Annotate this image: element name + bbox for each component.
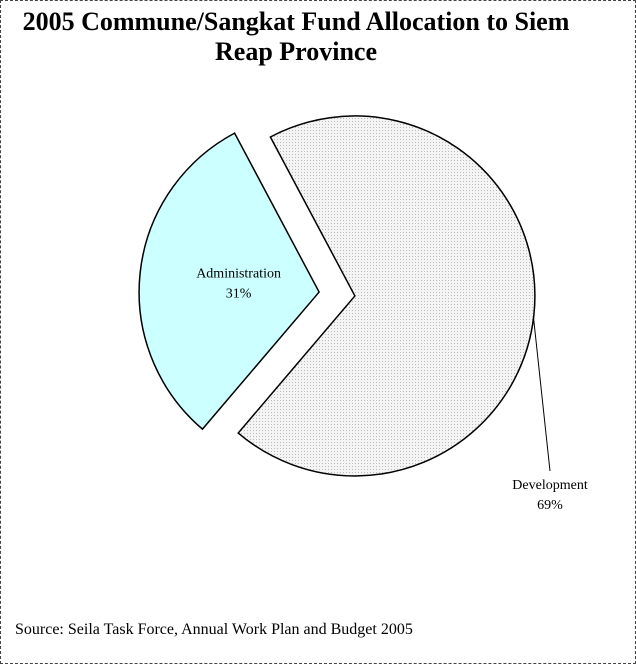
pie-slice [237, 115, 536, 477]
slice-value-label: 69% [537, 498, 563, 513]
source-note: Source: Seila Task Force, Annual Work Pl… [15, 621, 413, 638]
chart-title: 2005 Commune/Sangkat Fund Allocation to … [22, 7, 570, 66]
slice-value-label: 31% [226, 286, 252, 301]
pie-slice [138, 132, 321, 431]
leader-line [533, 317, 551, 472]
slice-label: Development [512, 478, 588, 493]
slice-label: Administration [196, 266, 281, 281]
